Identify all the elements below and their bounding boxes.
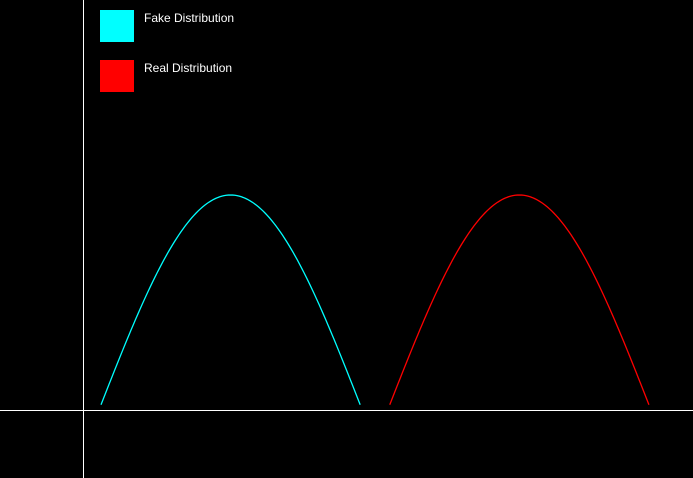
legend-swatch-real: [100, 60, 134, 92]
real-distribution-curve: [389, 194, 650, 405]
fake-distribution-curve: [100, 194, 361, 405]
legend-item-fake: Fake Distribution: [100, 10, 234, 42]
legend-label-fake: Fake Distribution: [144, 11, 235, 25]
legend-swatch-fake: [100, 10, 134, 42]
legend-label-real: Real Distribution: [144, 61, 233, 75]
legend-item-real: Real Distribution: [100, 60, 232, 92]
